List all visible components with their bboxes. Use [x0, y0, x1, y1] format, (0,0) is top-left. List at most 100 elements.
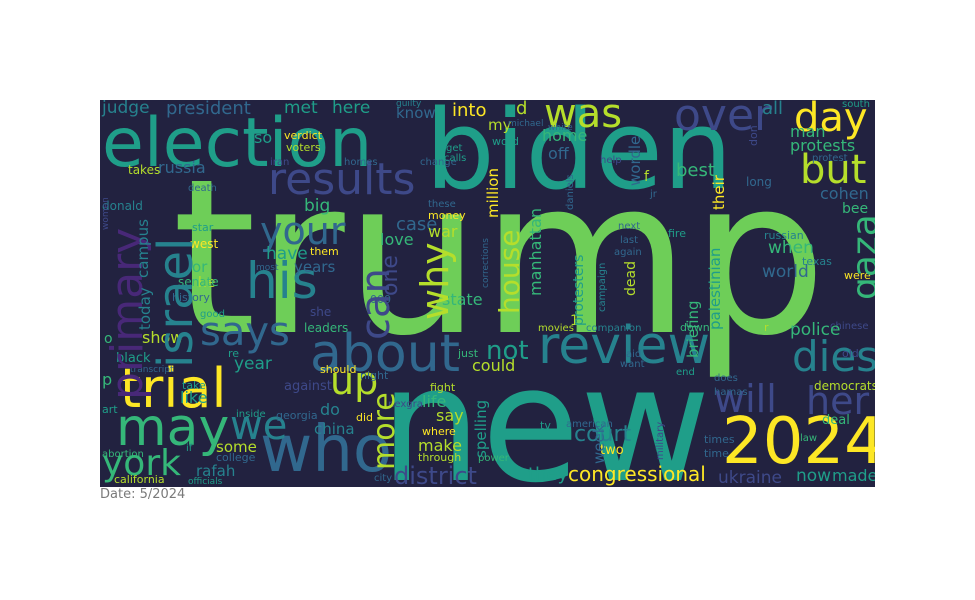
word-calls: calls [444, 153, 467, 164]
word-have: have [266, 244, 308, 264]
word-these: these [428, 199, 456, 210]
word-law: law [800, 433, 818, 444]
word-judge: judge [102, 100, 150, 118]
word-west: west [190, 237, 219, 251]
word-protests: protests [790, 136, 856, 155]
word-deal: deal [822, 413, 850, 428]
word-companion: companion [586, 323, 642, 334]
word-court: court [574, 422, 632, 447]
word-d: d [516, 100, 528, 119]
word-china: china [314, 420, 355, 438]
word-campus: campus [134, 219, 152, 278]
word-voters: voters [286, 141, 321, 154]
word-democrats: democrats [814, 379, 875, 393]
word-year: year [234, 354, 272, 374]
word-did: did [356, 411, 374, 424]
word-cohen: cohen [820, 184, 869, 203]
word-time: time [704, 447, 729, 460]
word-long: long [746, 175, 772, 189]
word-just: just [458, 347, 479, 360]
word-will: will [714, 377, 777, 421]
word-million: million [484, 168, 502, 218]
word-get: get [446, 143, 463, 154]
word-her: her [806, 379, 870, 423]
word-movies: movies [538, 323, 574, 334]
word-says: says [200, 309, 290, 355]
word-against: against [284, 379, 332, 394]
word-corrections: corrections [481, 238, 491, 288]
word-word: word [492, 135, 520, 148]
word-down: down [680, 321, 710, 334]
word-russian: russian [764, 229, 804, 242]
word-cloud: trump new biden election 2024 who review… [100, 100, 875, 487]
word-officials: officials [188, 477, 223, 487]
word-now: now [796, 466, 832, 486]
word-tv: tv [540, 419, 551, 432]
word-change: change [420, 157, 457, 168]
word-world: world [762, 262, 809, 282]
word-was: was [544, 100, 623, 137]
word-1: 1 [570, 313, 579, 329]
word-not: not [486, 336, 529, 366]
word-into: into [452, 100, 487, 121]
word-who: who [260, 413, 393, 487]
word-may: may [116, 398, 230, 458]
word-senate: senate [178, 275, 219, 289]
word-georgia: georgia [276, 409, 318, 422]
word-she: she [310, 305, 332, 319]
word-home: home [542, 126, 588, 145]
word-history: history [172, 291, 210, 304]
word-takes: takes [128, 163, 161, 177]
word-chinese: chinese [830, 321, 869, 332]
word-best: best [676, 160, 715, 181]
word-california: california [114, 473, 165, 486]
word-show: show [142, 328, 184, 347]
word-say: say [436, 406, 464, 425]
word-military: military [655, 421, 666, 460]
word-russia: russia [158, 158, 206, 177]
word-f: f [644, 169, 649, 185]
word-star: star [192, 221, 214, 234]
word-white: white [548, 123, 573, 133]
word-or: or [192, 258, 208, 276]
word-war: war [428, 222, 458, 241]
word-texas: texas [802, 255, 832, 268]
word-your: your [260, 209, 346, 253]
word-ukraine: ukraine [718, 468, 782, 487]
word-one: one [378, 255, 403, 296]
word-his: his [246, 252, 318, 310]
word-new: new [380, 331, 711, 488]
word-women: women [101, 197, 111, 230]
word-black: black [116, 351, 151, 366]
word-nexgra: nexgra [388, 399, 423, 410]
word-aid: aid [626, 349, 642, 360]
word-they: they [528, 464, 569, 485]
word-times: times [704, 433, 735, 446]
word-fight: fight [430, 381, 456, 394]
word-case: case [396, 214, 438, 235]
word-know: know [396, 104, 436, 122]
word-here: here [332, 100, 371, 118]
word-made: made [832, 466, 875, 485]
word-years: years [294, 258, 336, 276]
word-manhattan: manhattan [526, 208, 545, 296]
word-through: through [418, 451, 462, 464]
word-election: election [102, 104, 373, 183]
word-wordle: wordle [626, 135, 644, 186]
word-2024: 2024 [722, 405, 875, 479]
word-life: life [422, 392, 447, 411]
word-want: want [620, 359, 645, 370]
word-man: man [790, 122, 826, 141]
word-could: could [472, 356, 516, 375]
word-dead: dead [623, 261, 639, 296]
word-old: old [842, 347, 859, 360]
word-daniels: daniels [565, 174, 576, 210]
word-homes: homes [344, 157, 378, 168]
word-jr: jr [650, 189, 657, 200]
word-transcript: transcript [130, 365, 174, 375]
word-district: district [394, 462, 477, 487]
word-but: but [800, 147, 867, 193]
word-city: city [374, 473, 393, 484]
word-000: 000 [370, 293, 391, 306]
word-death: death [188, 183, 217, 194]
